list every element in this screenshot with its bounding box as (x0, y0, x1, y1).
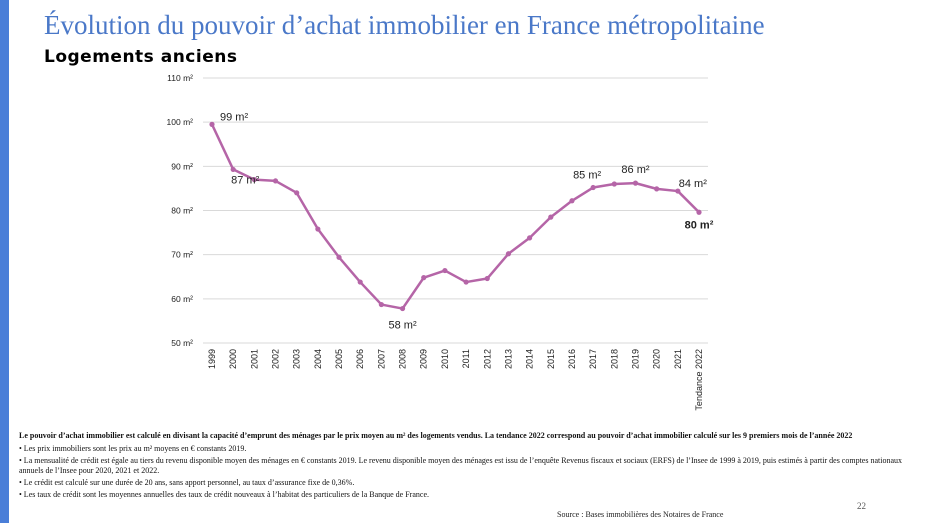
data-point (209, 121, 215, 127)
methodology-notes: Le pouvoir d’achat immobilier est calcul… (19, 431, 919, 502)
x-tick-label: 2008 (398, 349, 408, 369)
x-tick-label: 2005 (334, 349, 344, 369)
y-tick-label: 100 m² (167, 117, 194, 127)
x-tick-label: Tendance 2022 (694, 349, 704, 411)
data-point (399, 305, 406, 312)
data-label: 80 m² (685, 219, 714, 231)
notes-item: • Le crédit est calculé sur une durée de… (19, 478, 355, 487)
notes-item: • La mensualité de crédit est égale au t… (19, 455, 903, 476)
data-point (654, 186, 660, 192)
left-accent-bar (0, 0, 9, 523)
y-tick-label: 110 m² (167, 73, 193, 83)
data-label: 85 m² (573, 170, 601, 182)
x-tick-label: 2009 (419, 349, 429, 369)
data-point (527, 235, 533, 241)
x-tick-label: 2000 (228, 349, 238, 369)
data-point (230, 166, 236, 173)
y-tick-label: 80 m² (171, 206, 193, 216)
notes-lead: Le pouvoir d’achat immobilier est calcul… (19, 431, 853, 440)
x-tick-label: 2013 (503, 349, 513, 369)
data-point (675, 188, 681, 194)
data-point (336, 254, 342, 260)
notes-item: • Les taux de crédit sont les moyennes a… (19, 490, 429, 499)
data-point (442, 267, 448, 274)
data-label: 84 m² (679, 178, 707, 190)
y-tick-label: 90 m² (171, 161, 193, 171)
data-point (378, 301, 384, 308)
y-tick-label: 60 m² (171, 294, 193, 304)
x-tick-label: 2003 (292, 349, 302, 369)
source-note: Source : Bases immobilières des Notaires… (557, 510, 724, 519)
data-point (294, 190, 300, 196)
y-tick-label: 50 m² (171, 338, 193, 348)
x-tick-label: 2016 (567, 349, 577, 369)
x-tick-label: 2006 (355, 349, 365, 369)
data-point (696, 209, 702, 215)
x-tick-label: 2002 (271, 349, 281, 369)
x-tick-label: 2019 (630, 349, 640, 369)
data-point (315, 226, 321, 232)
data-point (632, 180, 639, 186)
x-tick-label: 2014 (525, 349, 535, 369)
x-tick-label: 1999 (207, 349, 217, 369)
data-point (272, 178, 279, 184)
data-point (611, 181, 617, 187)
line-chart: 50 m² 60 m² 70 m² 80 m² 90 m² 100 m² 110 m² 199… (167, 73, 714, 411)
x-tick-label: 2021 (673, 349, 683, 369)
x-tick-label: 2001 (249, 349, 259, 369)
data-label: 58 m² (389, 320, 417, 332)
y-tick-label: 70 m² (171, 250, 193, 260)
data-point (484, 275, 490, 282)
x-tick-label: 2015 (546, 349, 556, 369)
data-point (421, 275, 427, 281)
data-point (548, 214, 554, 220)
x-tick-label: 2012 (482, 349, 492, 369)
data-point (357, 279, 363, 285)
data-point (590, 184, 596, 191)
data-point (569, 198, 575, 204)
x-tick-label: 2018 (609, 349, 619, 369)
x-tick-label: 2011 (461, 349, 471, 368)
data-label: 99 m² (220, 111, 248, 123)
data-label: 86 m² (621, 164, 649, 176)
x-tick-label: 2017 (588, 349, 598, 369)
chart-subtitle: Logements anciens (44, 47, 238, 67)
notes-item: • Les prix immobiliers sont les prix au … (19, 443, 247, 453)
page-title: Évolution du pouvoir d’achat immobilier … (44, 10, 765, 40)
data-label: 87 m² (231, 174, 259, 186)
data-point (505, 251, 512, 257)
x-tick-label: 2007 (376, 349, 386, 369)
x-tick-label: 2020 (652, 349, 662, 369)
series-line (210, 123, 700, 310)
page-number: 22 (857, 501, 866, 511)
x-tick-label: 2010 (440, 349, 450, 369)
data-point (251, 176, 257, 183)
data-point (463, 279, 469, 285)
x-tick-label: 2004 (313, 349, 323, 369)
